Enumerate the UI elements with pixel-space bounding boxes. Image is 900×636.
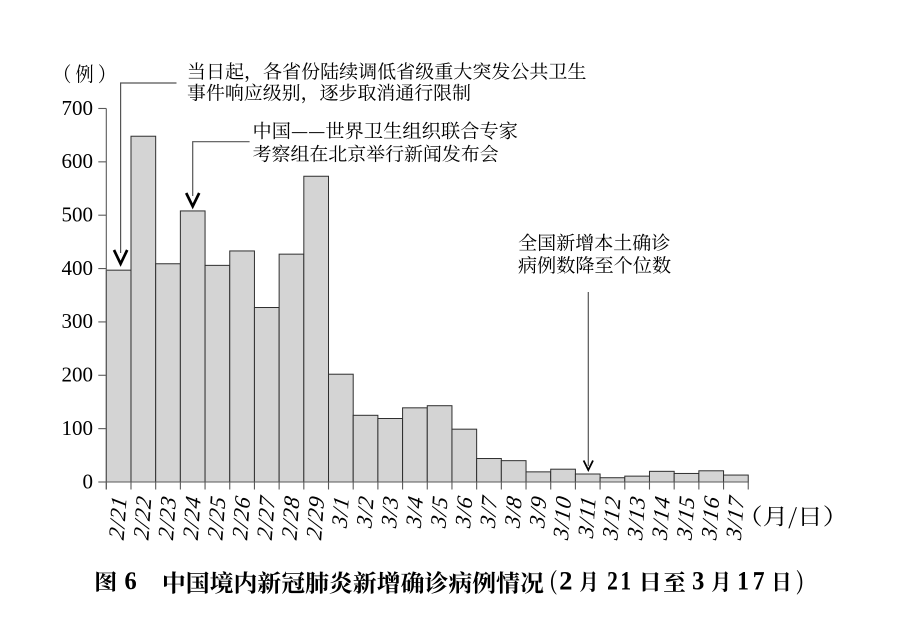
svg-text:3/8: 3/8	[500, 493, 527, 530]
svg-text:3/11: 3/11	[573, 493, 601, 541]
svg-text:3/14: 3/14	[647, 493, 675, 542]
svg-text:3/7: 3/7	[475, 492, 502, 530]
svg-text:300: 300	[62, 309, 94, 333]
svg-text:3/5: 3/5	[426, 493, 453, 530]
svg-text:2/25: 2/25	[203, 493, 231, 541]
svg-text:3/15: 3/15	[672, 493, 700, 542]
svg-text:2/27: 2/27	[252, 492, 280, 541]
svg-text:500: 500	[62, 203, 94, 227]
svg-text:600: 600	[62, 149, 94, 173]
svg-text:3/6: 3/6	[450, 493, 477, 530]
svg-text:100: 100	[62, 416, 94, 440]
svg-text:3/12: 3/12	[598, 493, 626, 542]
svg-text:3/4: 3/4	[401, 493, 428, 530]
svg-text:2/26: 2/26	[227, 493, 255, 541]
svg-text:3/2: 3/2	[352, 493, 379, 530]
svg-text:2/22: 2/22	[129, 493, 157, 541]
svg-text:400: 400	[62, 256, 94, 280]
svg-text:2/23: 2/23	[153, 493, 181, 541]
svg-text:700: 700	[62, 96, 94, 120]
svg-text:3/1: 3/1	[327, 493, 354, 530]
svg-text:2/29: 2/29	[301, 493, 329, 541]
svg-text:2/24: 2/24	[178, 493, 206, 541]
svg-text:2/21: 2/21	[104, 493, 132, 541]
svg-text:3/10: 3/10	[548, 493, 576, 542]
svg-text:3/3: 3/3	[376, 493, 403, 530]
svg-text:200: 200	[62, 363, 94, 387]
svg-text:3/9: 3/9	[524, 493, 551, 530]
svg-text:3/13: 3/13	[622, 493, 650, 542]
svg-text:2/28: 2/28	[277, 493, 305, 541]
svg-text:0: 0	[83, 469, 94, 493]
svg-text:3/17: 3/17	[721, 492, 749, 542]
svg-text:3/16: 3/16	[696, 493, 724, 542]
